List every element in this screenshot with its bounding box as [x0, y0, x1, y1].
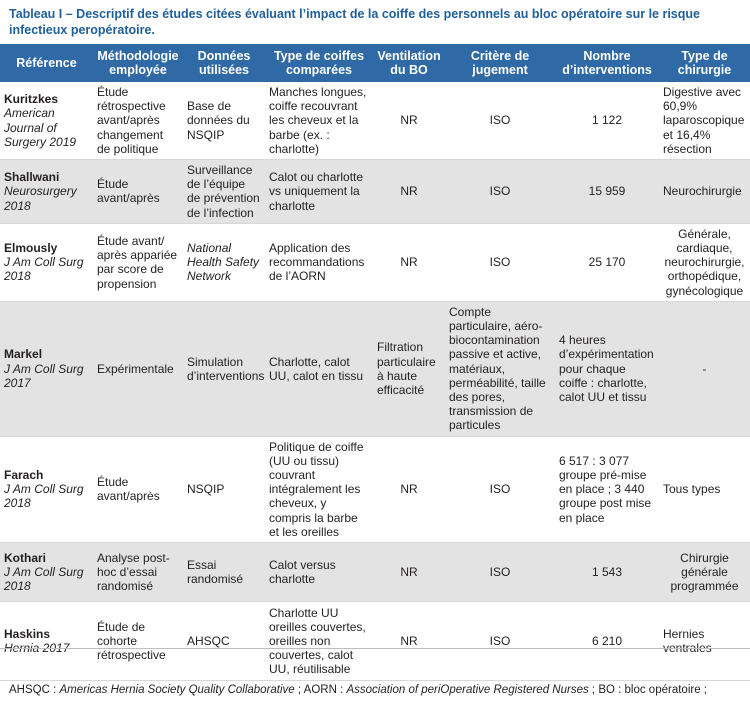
reference-cell: Shallwani Neurosurgery 2018 — [0, 159, 93, 224]
surgery-cell: Tous types — [659, 436, 750, 544]
methodology-cell: Étude de cohorte rétrospective — [93, 601, 183, 682]
surgery-cell: Digestive avec 60,9% laparoscopique et 1… — [659, 82, 750, 161]
count-cell: 25 170 — [555, 223, 659, 302]
count-cell: 4 heures d’expérimentation pour chaque c… — [555, 301, 659, 437]
header-criterion: Critère de jugement — [445, 44, 555, 82]
methodology-cell: Étude avant/ après appariée par score de… — [93, 223, 183, 302]
table-row: Markel J Am Coll Surg 2017 Expérimentale … — [0, 301, 750, 437]
reference-source: J Am Coll Surg 2017 — [4, 361, 84, 390]
data-cell: Surveillance de l’équipe de prévention d… — [183, 159, 265, 224]
studies-table: Référence Méthodologie employée Données … — [0, 44, 750, 682]
ventilation-cell: NR — [373, 436, 445, 544]
caps-cell: Charlotte UU oreilles couvertes, oreille… — [265, 601, 373, 682]
criterion-cell: ISO — [445, 542, 555, 603]
reference-source: American Journal of Surgery 2019 — [4, 106, 77, 149]
caps-cell: Charlotte, calot UU, calot en tissu — [265, 301, 373, 437]
data-cell: Simulation d’interventions — [183, 301, 265, 437]
table-caption: Tableau I – Descriptif des études citées… — [9, 6, 729, 38]
surgery-cell: Neurochirurgie — [659, 159, 750, 224]
criterion-cell: ISO — [445, 159, 555, 224]
methodology-cell: Analyse post-hoc d’essai randomisé — [93, 542, 183, 603]
criterion-cell: Compte particulaire, aéro-biocontaminati… — [445, 301, 555, 437]
table-row: Elmously J Am Coll Surg 2018 Étude avant/… — [0, 223, 750, 302]
header-row: Référence Méthodologie employée Données … — [0, 44, 750, 82]
reference-name: Markel — [4, 347, 43, 362]
ventilation-cell: NR — [373, 223, 445, 302]
reference-name: Farach — [4, 468, 44, 483]
data-cell: Base de données du NSQIP — [183, 82, 265, 161]
caption-label: Tableau I – — [9, 7, 73, 21]
reference-source: J Am Coll Surg 2018 — [4, 255, 84, 284]
footnote-part: ; AORN : — [294, 684, 347, 696]
surgery-cell: Hernies ventrales — [659, 601, 750, 682]
data-cell: NSQIP — [183, 436, 265, 544]
criterion-cell: ISO — [445, 601, 555, 682]
count-cell: 6 210 — [555, 601, 659, 682]
reference-cell: Haskins Hernia 2017 — [0, 601, 93, 682]
reference-cell: Farach J Am Coll Surg 2018 — [0, 436, 93, 544]
reference-name: Kuritzkes — [4, 92, 59, 107]
caps-cell: Calot versus charlotte — [265, 542, 373, 603]
header-cap-types: Type de coiffes comparées — [265, 44, 373, 82]
reference-cell: Kuritzkes American Journal of Surgery 201… — [0, 82, 93, 161]
ventilation-cell: NR — [373, 601, 445, 682]
data-cell: Essai randomisé — [183, 542, 265, 603]
criterion-cell: ISO — [445, 223, 555, 302]
table-row: Kothari J Am Coll Surg 2018 Analyse post-… — [0, 542, 750, 603]
header-reference: Référence — [0, 44, 93, 82]
ventilation-cell: NR — [373, 82, 445, 161]
criterion-cell: ISO — [445, 436, 555, 544]
count-cell: 1 122 — [555, 82, 659, 161]
count-cell: 1 543 — [555, 542, 659, 603]
reference-name: Kothari — [4, 550, 46, 565]
footnote-part: AHSQC : — [9, 684, 60, 696]
reference-name: Shallwani — [4, 170, 60, 185]
count-cell: 6 517 : 3 077 groupe pré-mise en place ;… — [555, 436, 659, 544]
count-cell: 15 959 — [555, 159, 659, 224]
ventilation-cell: NR — [373, 542, 445, 603]
methodology-cell: Étude avant/après — [93, 436, 183, 544]
surgery-cell: - — [659, 301, 750, 437]
methodology-cell: Étude rétrospective avant/après changeme… — [93, 82, 183, 161]
header-surgery-type: Type de chirurgie — [659, 44, 750, 82]
reference-source: Neurosurgery 2018 — [4, 184, 77, 213]
reference-source: J Am Coll Surg 2018 — [4, 564, 84, 594]
footnote-divider — [0, 648, 750, 649]
caps-cell: Application des recommandations de l’AOR… — [265, 223, 373, 302]
caption-text: Descriptif des études citées évaluant l’… — [9, 7, 700, 37]
reference-name: Elmously — [4, 241, 58, 256]
reference-cell: Kothari J Am Coll Surg 2018 — [0, 542, 93, 603]
data-cell: AHSQC — [183, 601, 265, 682]
table-row: Farach J Am Coll Surg 2018 Étude avant/ap… — [0, 436, 750, 544]
surgery-cell: Générale, cardiaque, neurochirurgie, ort… — [659, 223, 750, 302]
methodology-cell: Expérimentale — [93, 301, 183, 437]
header-ventilation: Ventilation du BO — [373, 44, 445, 82]
caps-cell: Manches longues, coiffe recouvrant les c… — [265, 82, 373, 161]
reference-cell: Elmously J Am Coll Surg 2018 — [0, 223, 93, 302]
caps-cell: Politique de coiffe (UU ou tissu) couvra… — [265, 436, 373, 544]
surgery-cell: Chirurgie générale programmée — [659, 542, 750, 603]
data-cell: National Health Safety Network — [183, 223, 265, 302]
footnote-part: ; BO : bloc opératoire ; — [588, 684, 707, 696]
reference-name: Haskins — [4, 626, 51, 641]
ventilation-cell: Filtration particulaire à haute efficaci… — [373, 301, 445, 437]
footnote: AHSQC : Americas Hernia Society Quality … — [9, 684, 707, 696]
table-row: Shallwani Neurosurgery 2018 Étude avant/a… — [0, 159, 750, 224]
ventilation-cell: NR — [373, 159, 445, 224]
criterion-cell: ISO — [445, 82, 555, 161]
methodology-cell: Étude avant/après — [93, 159, 183, 224]
reference-source: J Am Coll Surg 2018 — [4, 482, 84, 511]
caps-cell: Calot ou charlotte vs uniquement la char… — [265, 159, 373, 224]
reference-cell: Markel J Am Coll Surg 2017 — [0, 301, 93, 437]
header-intervention-count: Nombre d’interventions — [555, 44, 659, 82]
header-methodology: Méthodologie employée — [93, 44, 183, 82]
footnote-italic: Association of periOperative Registered … — [346, 684, 589, 696]
table-row: Haskins Hernia 2017 Étude de cohorte rétr… — [0, 601, 750, 682]
table-row: Kuritzkes American Journal of Surgery 201… — [0, 82, 750, 161]
footnote-italic: Americas Hernia Society Quality Collabor… — [59, 684, 295, 696]
header-data-used: Données utilisées — [183, 44, 265, 82]
